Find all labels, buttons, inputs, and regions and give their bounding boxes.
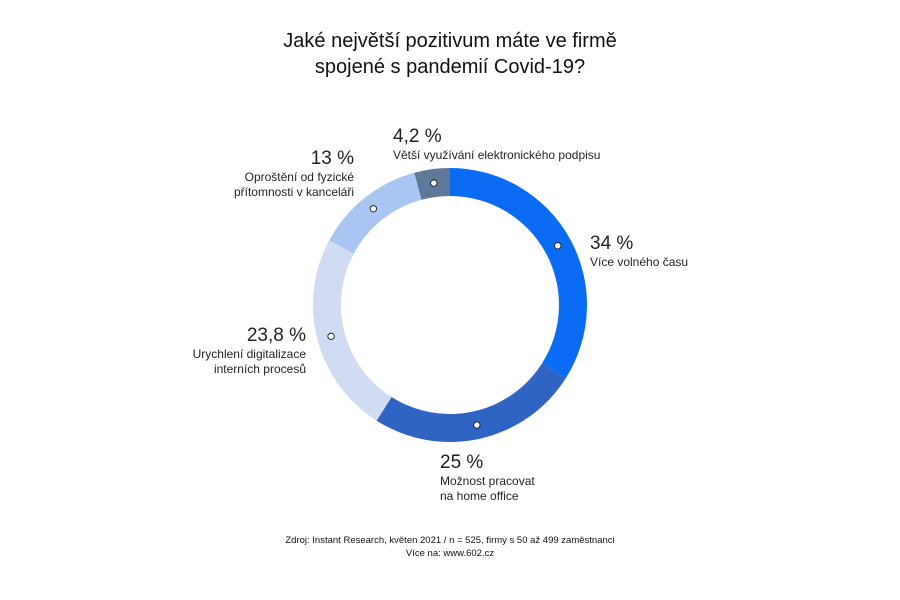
donut-slice-2 <box>313 240 392 421</box>
donut-slice-0 <box>450 168 587 379</box>
slice-name-2-line-1: Urychlení digitalizace <box>192 347 306 361</box>
slice-value-2: 23,8 % <box>246 325 306 346</box>
slice-name-4: Větší využívání elektronického podpisu <box>393 148 601 162</box>
slice-name-0: Více volného času <box>590 255 689 269</box>
slice-marker-3 <box>369 205 378 213</box>
slice-value-3: 13 % <box>310 148 354 169</box>
slice-name-2-line-2: interních procesů <box>213 362 306 376</box>
source-note: Zdroj: Instant Research, květen 2021 / n… <box>0 534 900 560</box>
slice-label-3: 13 % Oproštění od fyzické přítomnosti v … <box>234 148 354 200</box>
donut-slice-3 <box>329 172 422 254</box>
slice-marker-1 <box>473 421 481 429</box>
chart-title: Jaké největší pozitivum máte ve firmě sp… <box>0 28 900 80</box>
slice-marker-2 <box>327 332 335 340</box>
source-line-2: Více na: www.602.cz <box>405 548 495 559</box>
slice-marker-0 <box>554 242 562 250</box>
source-line-1: Zdroj: Instant Research, květen 2021 / n… <box>285 535 615 546</box>
slice-value-4: 4,2 % <box>393 126 442 147</box>
slice-name-3-line-2: přítomnosti v kanceláři <box>233 185 354 199</box>
chart-title-line-1: Jaké největší pozitivum máte ve firmě <box>283 30 617 52</box>
slice-label-4: 4,2 % Větší využívání elektronického pod… <box>393 126 600 163</box>
slice-value-1: 25 % <box>440 452 484 473</box>
slice-label-0: 34 % Více volného času <box>590 233 688 270</box>
slice-marker-4 <box>430 179 438 187</box>
slice-name-3-line-1: Oproštění od fyzické <box>244 170 354 184</box>
chart-title-line-2: spojené s pandemií Covid-19? <box>314 56 586 78</box>
slice-value-0: 34 % <box>590 233 634 254</box>
slice-label-2: 23,8 % Urychlení digitalizace interních … <box>193 325 306 377</box>
slice-label-1: 25 % Možnost pracovat na home office <box>440 452 535 504</box>
donut-slice-1 <box>376 363 566 442</box>
slice-name-1-line-1: Možnost pracovat <box>440 474 535 488</box>
slice-name-1-line-2: na home office <box>440 489 519 503</box>
